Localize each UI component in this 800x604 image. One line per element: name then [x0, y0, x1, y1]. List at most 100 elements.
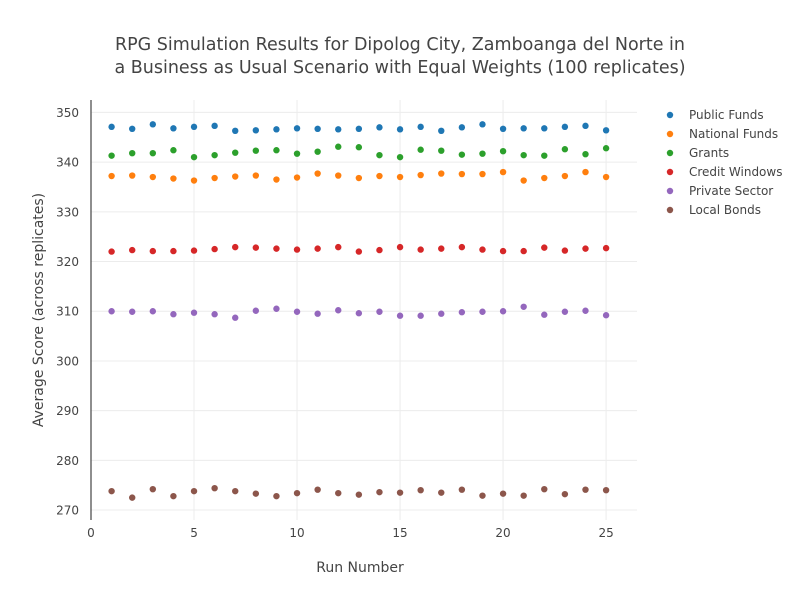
- data-point: [273, 176, 280, 183]
- data-point: [273, 147, 280, 154]
- data-point: [582, 168, 589, 176]
- data-point: [252, 172, 260, 179]
- legend-marker: [666, 168, 674, 176]
- data-point: [211, 122, 218, 130]
- data-point: [252, 147, 260, 154]
- data-point: [376, 124, 383, 131]
- data-point: [458, 243, 466, 251]
- data-point: [355, 491, 363, 498]
- legend-marker: [666, 130, 674, 138]
- legend-marker: [666, 187, 674, 195]
- data-point: [438, 147, 445, 154]
- data-point: [293, 125, 301, 132]
- data-point: [252, 244, 260, 251]
- data-point: [170, 125, 177, 132]
- data-point: [293, 150, 301, 157]
- data-point: [582, 486, 589, 493]
- y-tick-label: 270: [56, 504, 79, 518]
- data-point: [293, 489, 301, 497]
- data-point: [520, 125, 527, 132]
- data-point: [170, 492, 177, 500]
- x-axis-label: Run Number: [316, 560, 404, 576]
- data-point: [438, 127, 445, 135]
- data-point: [211, 151, 218, 159]
- data-point: [190, 247, 198, 254]
- legend: Public Funds National Funds Grants Credit W…: [666, 108, 782, 217]
- data-point: [355, 174, 363, 182]
- data-point: [149, 121, 157, 128]
- legend-marker: [666, 206, 674, 214]
- legend-marker: [666, 149, 674, 157]
- data-point: [190, 123, 198, 131]
- data-point: [479, 492, 486, 499]
- data-point: [541, 174, 548, 182]
- data-point: [355, 125, 363, 133]
- legend-label: Private Sector: [689, 184, 773, 198]
- data-point: [129, 172, 136, 179]
- data-point: [417, 171, 424, 179]
- data-point: [252, 490, 260, 497]
- data-point: [293, 308, 301, 315]
- data-point: [479, 150, 486, 157]
- data-point: [335, 126, 342, 133]
- data-point: [273, 492, 280, 500]
- chart-title-line-2: a Business as Usual Scenario with Equal …: [114, 58, 685, 78]
- data-point: [499, 147, 507, 155]
- x-tick-label: 0: [87, 526, 95, 540]
- y-tick-label: 290: [56, 404, 79, 418]
- data-point: [211, 245, 218, 253]
- data-point: [479, 246, 486, 253]
- data-point: [602, 127, 610, 134]
- data-point: [232, 127, 239, 135]
- data-point: [376, 488, 383, 496]
- data-point: [149, 247, 157, 255]
- data-point: [602, 486, 610, 494]
- data-point: [499, 247, 507, 255]
- data-point: [170, 147, 177, 154]
- data-point: [273, 245, 280, 252]
- data-point: [108, 308, 115, 315]
- data-point: [314, 245, 321, 252]
- data-point: [335, 307, 342, 314]
- data-point: [232, 243, 239, 251]
- data-point: [582, 307, 589, 314]
- legend-label: Local Bonds: [689, 203, 761, 217]
- data-point: [561, 308, 569, 315]
- data-point: [108, 248, 115, 255]
- data-point: [541, 485, 548, 493]
- y-tick-label: 340: [56, 156, 79, 170]
- data-point: [479, 121, 486, 128]
- data-point: [273, 126, 280, 133]
- data-point: [417, 312, 424, 319]
- data-point: [582, 122, 589, 130]
- data-point: [149, 149, 157, 157]
- axes: 270 280 290 300 310 320 330 340 350 0 5 10 15 20 25: [56, 100, 614, 540]
- data-point: [561, 490, 569, 498]
- data-point: [458, 151, 466, 158]
- data-point: [520, 177, 527, 184]
- x-tick-label: 20: [495, 526, 510, 540]
- data-point: [190, 177, 198, 184]
- data-point: [520, 247, 527, 255]
- data-point: [541, 311, 548, 318]
- data-point: [129, 149, 136, 157]
- data-point: [396, 126, 404, 133]
- data-point: [232, 173, 239, 180]
- data-point: [541, 125, 548, 132]
- data-point: [458, 486, 466, 493]
- data-point: [129, 125, 136, 133]
- data-point: [417, 123, 424, 131]
- data-point: [149, 485, 157, 493]
- data-point: [499, 490, 507, 497]
- data-point: [602, 244, 610, 252]
- y-axis-label: Average Score (across replicates): [31, 193, 47, 427]
- data-point: [582, 245, 589, 252]
- data-point: [108, 152, 115, 159]
- y-tick-label: 350: [56, 106, 79, 120]
- data-point: [602, 173, 610, 181]
- data-point: [582, 150, 589, 158]
- data-point: [479, 308, 486, 315]
- data-point: [602, 312, 610, 319]
- data-point: [355, 144, 363, 151]
- data-point: [170, 311, 177, 318]
